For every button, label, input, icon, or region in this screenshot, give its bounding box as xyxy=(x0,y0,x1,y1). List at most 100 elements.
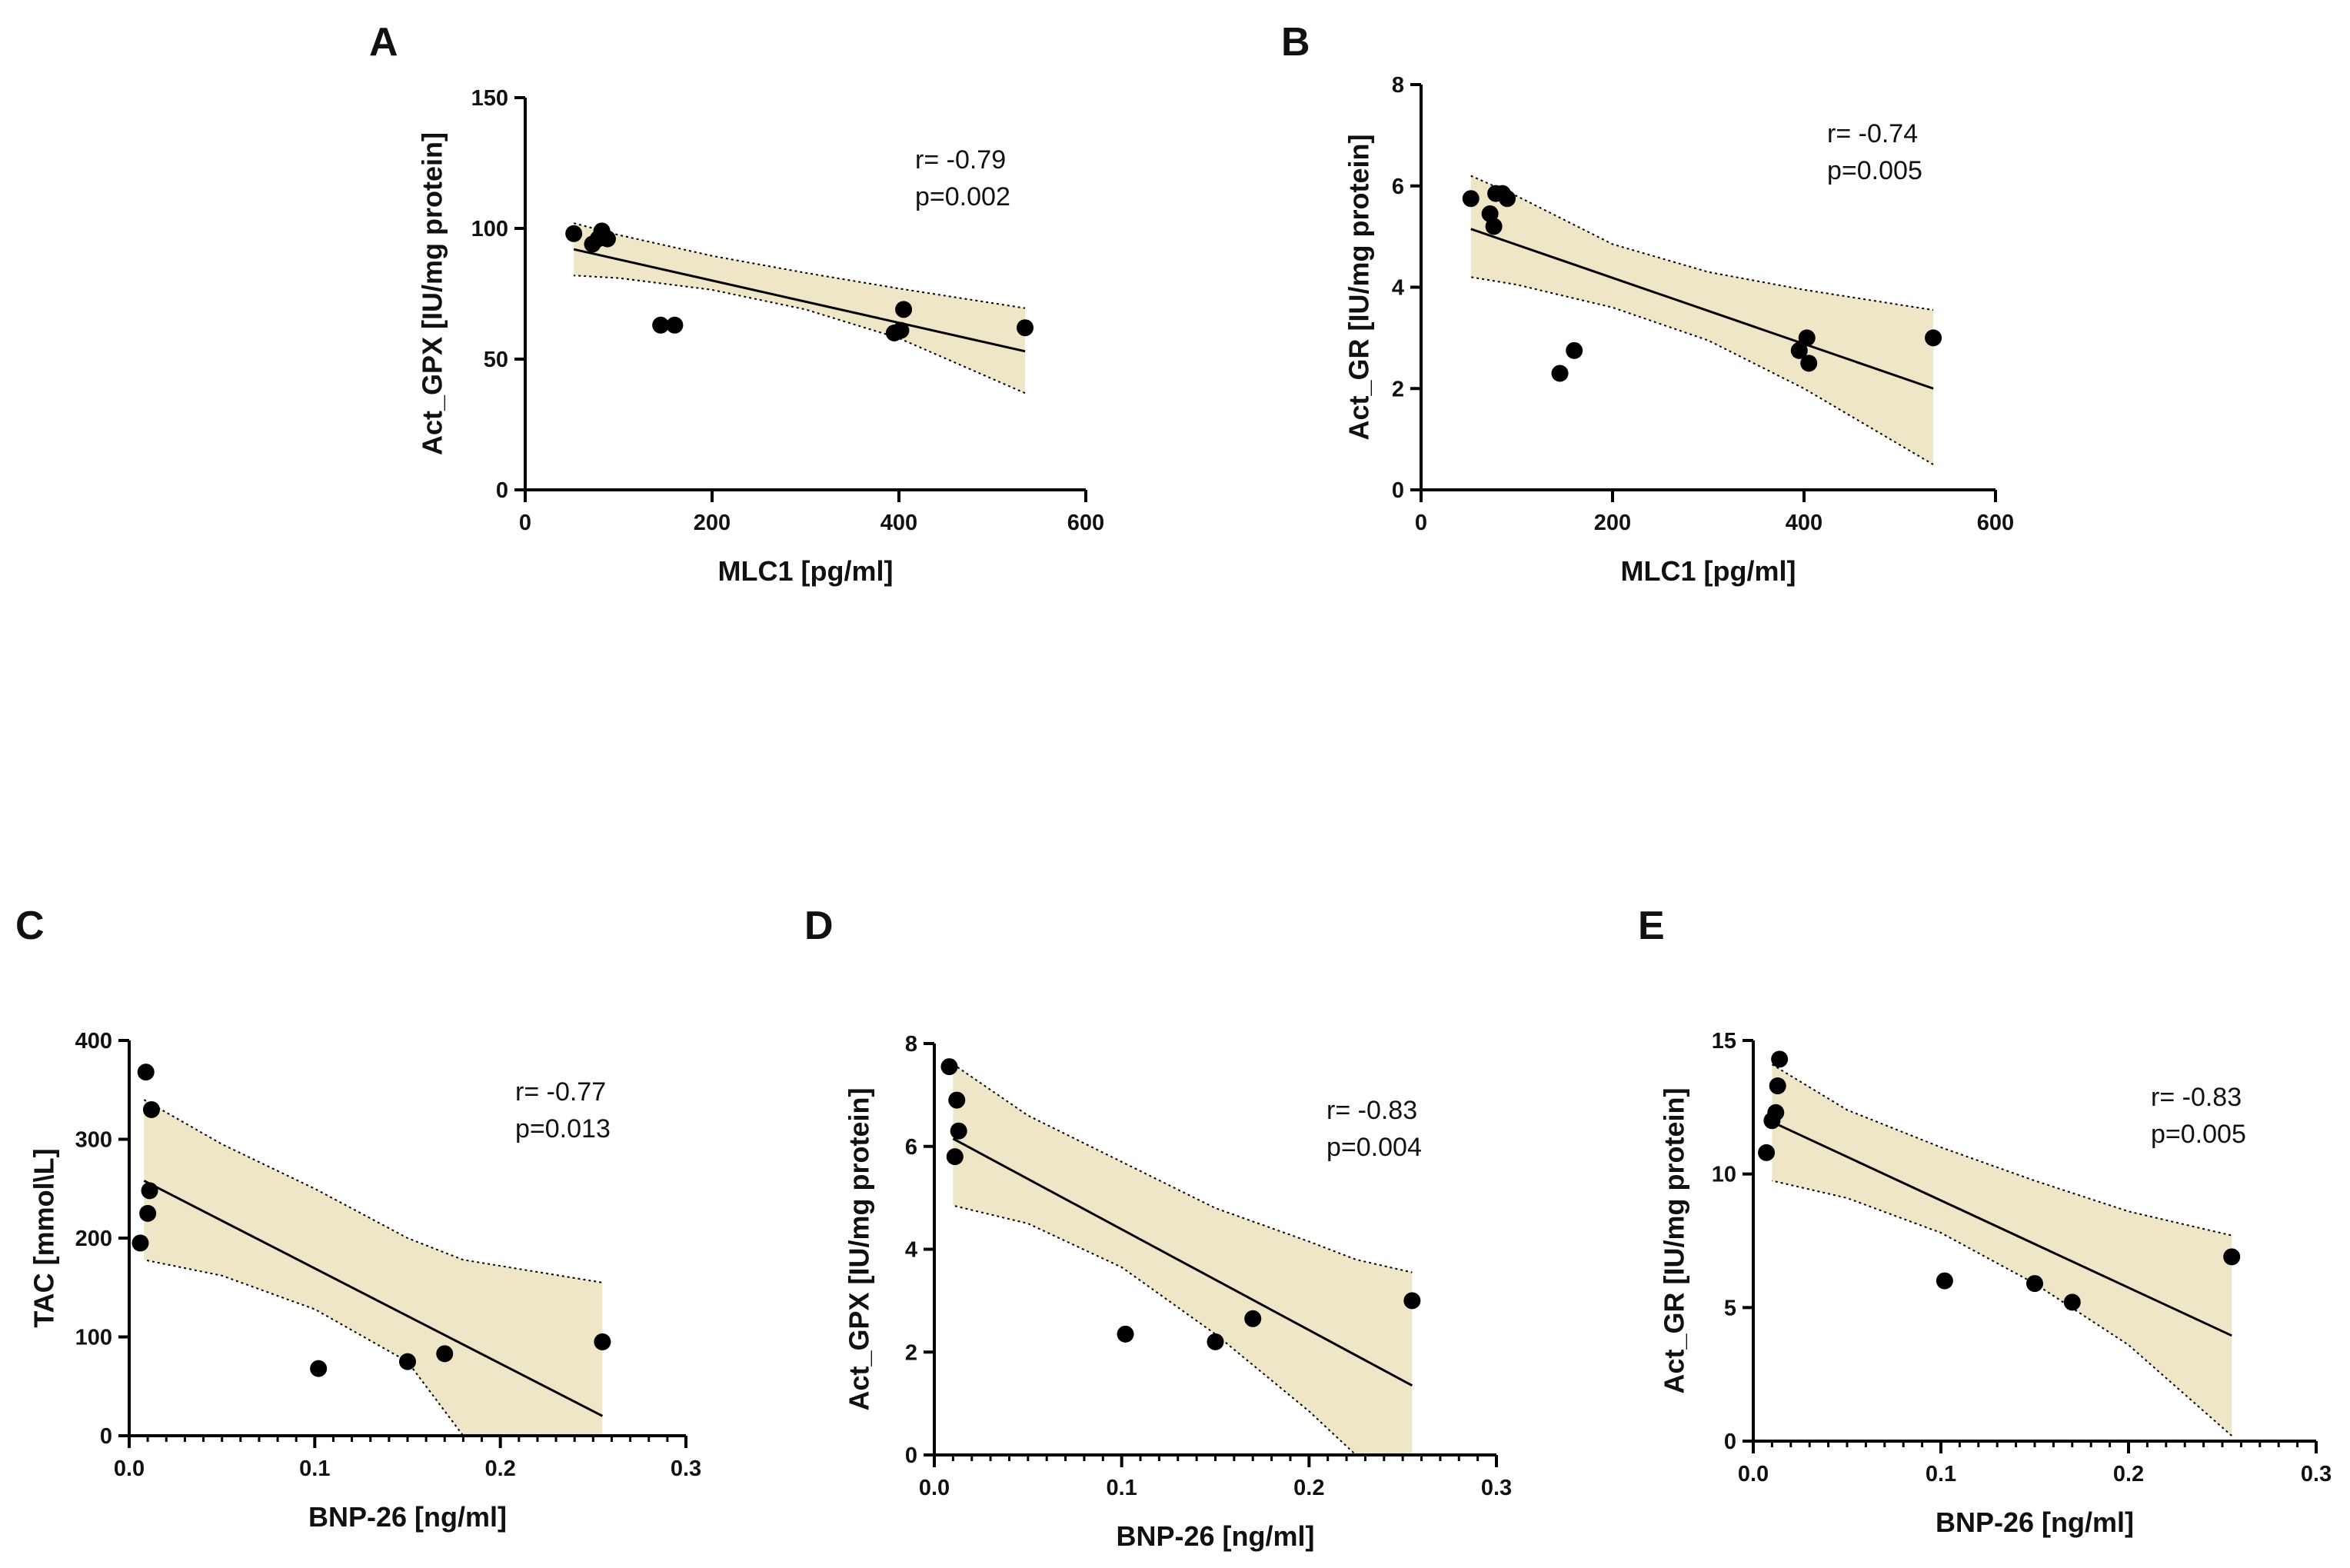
stat-r: r= -0.79 xyxy=(915,145,1006,175)
data-point xyxy=(1758,1144,1776,1161)
x-tick-label: 0.2 xyxy=(485,1456,516,1481)
x-axis-label: BNP-26 [ng/ml] xyxy=(1936,1506,2134,1538)
y-tick-label: 0 xyxy=(496,478,508,503)
panel-label: A xyxy=(369,20,398,65)
x-tick-label: 0.1 xyxy=(299,1456,330,1481)
data-point xyxy=(141,1182,158,1200)
x-axis-label: MLC1 [pg/ml] xyxy=(718,555,894,587)
y-tick-label: 8 xyxy=(905,1032,917,1057)
x-tick-label: 200 xyxy=(694,511,731,535)
data-point xyxy=(1936,1272,1953,1290)
panel-label: B xyxy=(1281,20,1310,65)
data-point xyxy=(131,1234,149,1252)
y-tick-label: 0 xyxy=(1392,478,1404,503)
data-point xyxy=(594,1333,611,1350)
data-point xyxy=(948,1091,966,1109)
x-axis-label: BNP-26 [ng/ml] xyxy=(1116,1520,1314,1552)
data-point xyxy=(1566,341,1583,359)
x-tick-label: 0.3 xyxy=(2301,1462,2332,1486)
data-point xyxy=(1767,1104,1785,1121)
chart-d: 0 2 4 6 8 0.0 0.1 0.2 0.3 BNP-26 [ng/ml] Act_GPX [… xyxy=(804,904,1512,1552)
data-point xyxy=(1925,329,1942,347)
y-axis-label: Act_GPX [IU/mg protein] xyxy=(417,132,448,455)
x-tick-label: 0.0 xyxy=(1738,1462,1769,1486)
regression-line xyxy=(573,248,1026,353)
confidence-band xyxy=(1470,175,1934,465)
data-point xyxy=(895,301,913,318)
data-point xyxy=(1462,190,1480,208)
regression-line xyxy=(952,1137,1413,1387)
data-point xyxy=(940,1058,958,1076)
data-point xyxy=(137,1064,155,1081)
data-point xyxy=(1771,1050,1789,1068)
stat-p: p=0.013 xyxy=(515,1114,611,1144)
chart-a: 0 50 100 150 0 200 400 600 MLC1 [pg/ml] Act_GPX [… xyxy=(369,20,1104,587)
y-tick-label: 150 xyxy=(471,86,508,111)
y-axis-label: TAC [mmol\L] xyxy=(28,1148,60,1327)
data-point xyxy=(892,321,910,339)
x-tick-label: 400 xyxy=(880,511,917,535)
x-tick-label: 200 xyxy=(1594,511,1631,535)
y-tick-label: 2 xyxy=(1392,377,1404,401)
data-point xyxy=(1485,218,1503,235)
data-point xyxy=(436,1345,454,1363)
x-tick-label: 0.2 xyxy=(1293,1476,1324,1500)
data-point xyxy=(1551,365,1569,382)
x-tick-label: 0.1 xyxy=(1107,1476,1137,1500)
confidence-band xyxy=(953,1064,1413,1455)
y-axis-label: Act_GPX [IU/mg protein] xyxy=(844,1087,875,1410)
y-tick-label: 4 xyxy=(905,1238,917,1263)
x-tick-label: 0.3 xyxy=(671,1456,701,1481)
chart-c: 0 100 200 300 400 0.0 0.1 0.2 0.3 BNP-26 [ng/ml] T… xyxy=(15,904,701,1533)
data-point xyxy=(1017,319,1034,337)
panel-label: E xyxy=(1638,904,1665,948)
y-tick-label: 5 xyxy=(1724,1296,1736,1320)
x-tick-label: 600 xyxy=(1977,511,2014,535)
x-tick-label: 400 xyxy=(1786,511,1822,535)
confidence-lower xyxy=(574,275,1026,394)
y-tick-label: 0 xyxy=(905,1443,917,1468)
stat-r: r= -0.83 xyxy=(2151,1083,2242,1112)
data-point xyxy=(399,1353,416,1370)
y-tick-label: 50 xyxy=(484,348,508,372)
data-point xyxy=(2026,1275,2043,1293)
data-point xyxy=(950,1122,967,1140)
x-tick-label: 0 xyxy=(1415,511,1427,535)
confidence-band xyxy=(574,223,1026,394)
data-point xyxy=(1769,1077,1786,1095)
data-point xyxy=(598,230,616,248)
stat-p: p=0.005 xyxy=(1827,156,1922,185)
y-tick-label: 10 xyxy=(1712,1163,1736,1187)
x-tick-label: 0 xyxy=(519,511,531,535)
confidence-band xyxy=(144,1100,603,1436)
regression-line xyxy=(1470,228,1934,390)
x-tick-label: 0.0 xyxy=(919,1476,950,1500)
y-tick-label: 100 xyxy=(471,217,508,241)
stat-r: r= -0.77 xyxy=(515,1077,606,1107)
confidence-lower xyxy=(1772,1180,2232,1437)
stat-p: p=0.002 xyxy=(915,182,1010,211)
y-axis-label: Act_GR [IU/mg protein] xyxy=(1659,1087,1690,1393)
y-tick-label: 0 xyxy=(1724,1430,1736,1454)
data-point xyxy=(310,1360,328,1377)
data-point xyxy=(1800,355,1818,372)
x-tick-label: 0.2 xyxy=(2113,1462,2144,1486)
data-point xyxy=(142,1100,160,1118)
x-tick-label: 0.0 xyxy=(114,1456,145,1481)
x-tick-label: 600 xyxy=(1067,511,1104,535)
y-tick-label: 0 xyxy=(100,1424,112,1449)
data-point xyxy=(2223,1248,2241,1266)
confidence-upper xyxy=(1771,1064,2232,1237)
x-tick-label: 0.3 xyxy=(1481,1476,1512,1500)
data-point xyxy=(946,1148,964,1166)
data-point xyxy=(1207,1333,1224,1350)
y-tick-label: 15 xyxy=(1712,1029,1736,1054)
regression-line xyxy=(143,1180,604,1417)
data-point xyxy=(652,316,670,334)
data-point xyxy=(1798,329,1816,347)
y-tick-label: 8 xyxy=(1392,73,1404,98)
data-point xyxy=(1403,1292,1421,1310)
panel-label: D xyxy=(804,904,834,948)
confidence-lower xyxy=(1470,276,1934,465)
